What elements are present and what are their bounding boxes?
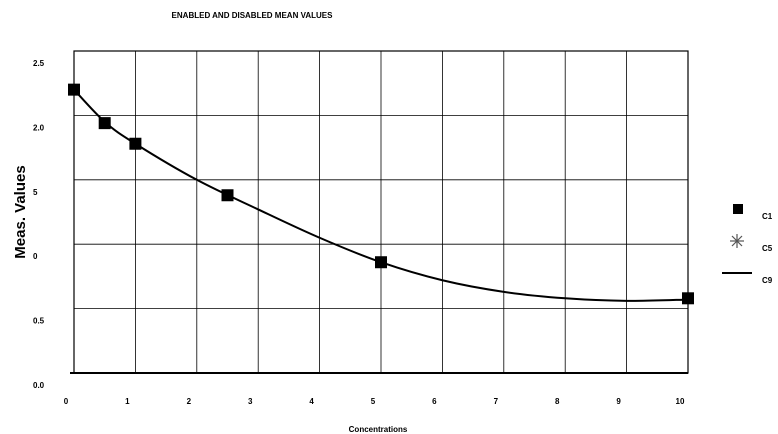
legend-label-c1: C1	[762, 212, 773, 221]
legend-label-c9: C9	[762, 276, 773, 285]
x-tick-label: 3	[248, 397, 253, 406]
x-tick-label: 0	[64, 397, 69, 406]
x-axis-title: Concentrations	[349, 425, 408, 434]
data-point-c1	[98, 117, 111, 130]
x-tick-label: 7	[494, 397, 499, 406]
legend-marker-square	[733, 204, 743, 214]
y-axis-title: Meas. Values	[12, 165, 29, 258]
y-tick-label: 5	[33, 188, 38, 197]
data-point-c1	[129, 137, 142, 150]
x-tick-label: 10	[676, 397, 685, 406]
x-tick-label: 4	[309, 397, 314, 406]
y-tick-label: 2.5	[33, 59, 45, 68]
x-tick-label: 9	[616, 397, 621, 406]
data-point-c1	[68, 83, 80, 96]
grid	[70, 50, 689, 374]
x-tick-label: 5	[371, 397, 376, 406]
x-tick-label: 8	[555, 397, 560, 406]
data-point-c1	[221, 189, 234, 202]
legend-label-c5: C5	[762, 244, 773, 253]
y-tick-label: 0	[33, 252, 38, 261]
legend-marker-asterisk	[730, 234, 744, 248]
y-tick-label: 2.0	[33, 123, 45, 132]
x-tick-label: 2	[187, 397, 192, 406]
chart-title: ENABLED AND DISABLED MEAN VALUES	[172, 11, 334, 20]
x-axis-ticks: 0 1 2 3 4 5 6 7 8 9 10	[64, 397, 685, 406]
data-point-c1	[375, 256, 387, 269]
y-axis-ticks: 0.0 0.5 0 5 2.0 2.5	[33, 59, 45, 390]
data-point-c1	[682, 292, 694, 305]
y-tick-label: 0.0	[33, 381, 45, 390]
x-tick-label: 6	[432, 397, 437, 406]
series-layer	[68, 83, 694, 305]
legend: C1 C5 C9	[722, 204, 773, 285]
y-tick-label: 0.5	[33, 317, 45, 326]
plot-area-frame	[73, 50, 689, 374]
x-tick-label: 1	[125, 397, 130, 406]
